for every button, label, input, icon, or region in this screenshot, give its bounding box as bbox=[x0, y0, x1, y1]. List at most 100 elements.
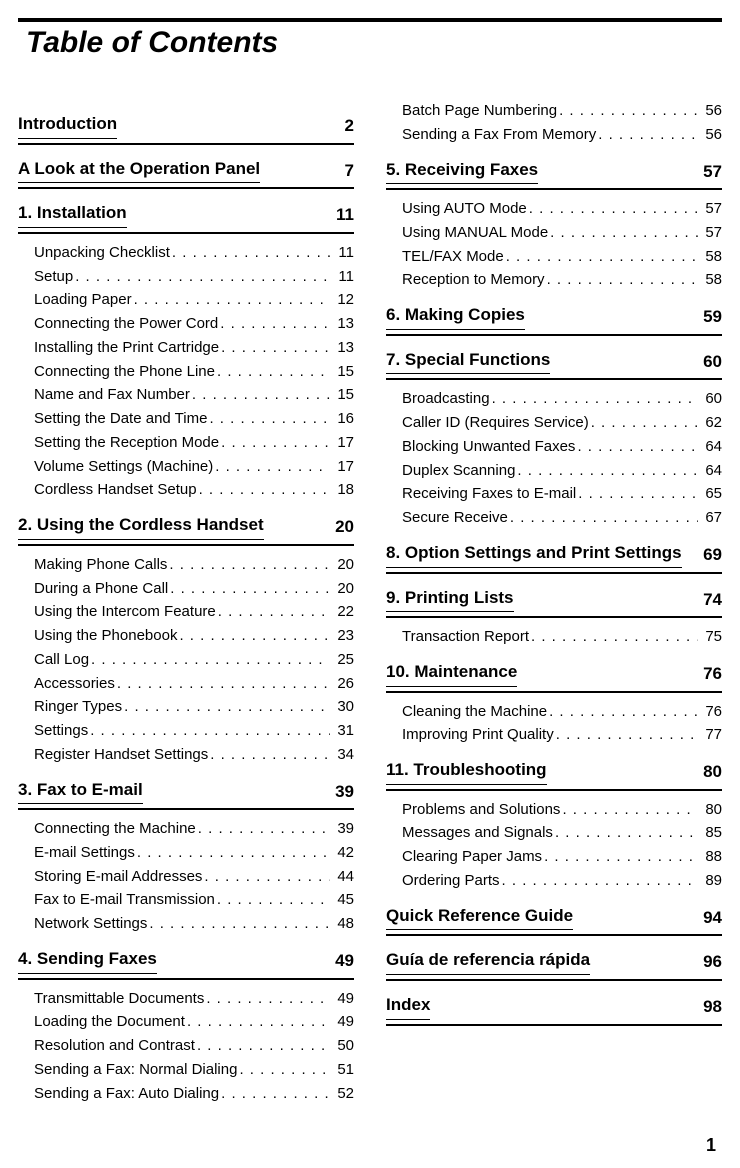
toc-item-label: Fax to E-mail Transmission bbox=[34, 889, 215, 911]
toc-item-page: 58 bbox=[700, 246, 722, 268]
toc-dots: . . . . . . . . . . . . . . . . . . . . … bbox=[547, 269, 698, 291]
section-heading[interactable]: 7. Special Functions60 bbox=[386, 348, 722, 381]
toc-item[interactable]: Loading the Document. . . . . . . . . . … bbox=[34, 1011, 354, 1033]
toc-item[interactable]: Broadcasting. . . . . . . . . . . . . . … bbox=[402, 388, 722, 410]
toc-item[interactable]: Ordering Parts. . . . . . . . . . . . . … bbox=[402, 870, 722, 892]
section-heading[interactable]: 5. Receiving Faxes57 bbox=[386, 158, 722, 191]
toc-item[interactable]: During a Phone Call. . . . . . . . . . .… bbox=[34, 578, 354, 600]
toc-item[interactable]: Messages and Signals. . . . . . . . . . … bbox=[402, 822, 722, 844]
section-heading[interactable]: 11. Troubleshooting80 bbox=[386, 758, 722, 791]
section-heading[interactable]: 9. Printing Lists74 bbox=[386, 586, 722, 619]
toc-item[interactable]: Connecting the Power Cord. . . . . . . .… bbox=[34, 313, 354, 335]
section-heading[interactable]: A Look at the Operation Panel7 bbox=[18, 157, 354, 190]
toc-item[interactable]: Setting the Date and Time. . . . . . . .… bbox=[34, 408, 354, 430]
section-heading[interactable]: Guía de referencia rápida96 bbox=[386, 948, 722, 981]
toc-item[interactable]: Accessories. . . . . . . . . . . . . . .… bbox=[34, 673, 354, 695]
toc-item[interactable]: Storing E-mail Addresses. . . . . . . . … bbox=[34, 866, 354, 888]
toc-item-label: Ordering Parts bbox=[402, 870, 500, 892]
toc-item[interactable]: Transmittable Documents. . . . . . . . .… bbox=[34, 988, 354, 1010]
section-heading[interactable]: Introduction2 bbox=[18, 112, 354, 145]
toc-item[interactable]: Improving Print Quality. . . . . . . . .… bbox=[402, 724, 722, 746]
toc-item[interactable]: Sending a Fax: Auto Dialing. . . . . . .… bbox=[34, 1083, 354, 1105]
toc-item[interactable]: TEL/FAX Mode. . . . . . . . . . . . . . … bbox=[402, 246, 722, 268]
toc-item-label: Broadcasting bbox=[402, 388, 490, 410]
toc-item[interactable]: Using the Intercom Feature. . . . . . . … bbox=[34, 601, 354, 623]
toc-item[interactable]: Reception to Memory. . . . . . . . . . .… bbox=[402, 269, 722, 291]
toc-item-page: 56 bbox=[700, 124, 722, 146]
toc-item[interactable]: Sending a Fax From Memory. . . . . . . .… bbox=[402, 124, 722, 146]
toc-item[interactable]: Unpacking Checklist. . . . . . . . . . .… bbox=[34, 242, 354, 264]
toc-item[interactable]: Secure Receive. . . . . . . . . . . . . … bbox=[402, 507, 722, 529]
toc-item[interactable]: Installing the Print Cartridge. . . . . … bbox=[34, 337, 354, 359]
section-page: 20 bbox=[335, 515, 354, 540]
toc-item-page: 64 bbox=[700, 460, 722, 482]
toc-dots: . . . . . . . . . . . . . . . . . . . . … bbox=[117, 673, 330, 695]
toc-item-label: Sending a Fax From Memory bbox=[402, 124, 596, 146]
section-heading[interactable]: 3. Fax to E-mail39 bbox=[18, 778, 354, 811]
toc-item[interactable]: Problems and Solutions. . . . . . . . . … bbox=[402, 799, 722, 821]
toc-item-label: Receiving Faxes to E-mail bbox=[402, 483, 576, 505]
section-heading[interactable]: Quick Reference Guide94 bbox=[386, 904, 722, 937]
toc-item-page: 15 bbox=[332, 384, 354, 406]
toc-item[interactable]: Connecting the Machine. . . . . . . . . … bbox=[34, 818, 354, 840]
toc-item[interactable]: Register Handset Settings. . . . . . . .… bbox=[34, 744, 354, 766]
toc-item[interactable]: Transaction Report. . . . . . . . . . . … bbox=[402, 626, 722, 648]
toc-item[interactable]: Cleaning the Machine. . . . . . . . . . … bbox=[402, 701, 722, 723]
toc-item[interactable]: Using the Phonebook. . . . . . . . . . .… bbox=[34, 625, 354, 647]
toc-item[interactable]: Using AUTO Mode. . . . . . . . . . . . .… bbox=[402, 198, 722, 220]
toc-item[interactable]: Connecting the Phone Line. . . . . . . .… bbox=[34, 361, 354, 383]
toc-item-page: 44 bbox=[332, 866, 354, 888]
toc-item-label: Cleaning the Machine bbox=[402, 701, 547, 723]
toc-section-head: Quick Reference Guide94 bbox=[386, 904, 722, 937]
toc-item-label: Clearing Paper Jams bbox=[402, 846, 542, 868]
toc-item[interactable]: Clearing Paper Jams. . . . . . . . . . .… bbox=[402, 846, 722, 868]
toc-item[interactable]: Setting the Reception Mode. . . . . . . … bbox=[34, 432, 354, 454]
toc-item[interactable]: Blocking Unwanted Faxes. . . . . . . . .… bbox=[402, 436, 722, 458]
toc-item[interactable]: Call Log. . . . . . . . . . . . . . . . … bbox=[34, 649, 354, 671]
toc-dots: . . . . . . . . . . . . . . . . . . . . … bbox=[562, 799, 698, 821]
toc-item[interactable]: Batch Page Numbering. . . . . . . . . . … bbox=[402, 100, 722, 122]
toc-item-label: Using AUTO Mode bbox=[402, 198, 527, 220]
toc-item[interactable]: Name and Fax Number. . . . . . . . . . .… bbox=[34, 384, 354, 406]
section-heading[interactable]: 8. Option Settings and Print Settings69 bbox=[386, 541, 722, 574]
toc-section-head: 3. Fax to E-mail39 bbox=[18, 778, 354, 811]
toc-dots: . . . . . . . . . . . . . . . . . . . . … bbox=[75, 266, 330, 288]
toc-item[interactable]: Cordless Handset Setup. . . . . . . . . … bbox=[34, 479, 354, 501]
toc-item-page: 42 bbox=[332, 842, 354, 864]
section-heading[interactable]: 1. Installation11 bbox=[18, 201, 354, 234]
toc-item[interactable]: Network Settings. . . . . . . . . . . . … bbox=[34, 913, 354, 935]
toc-item[interactable]: Setup. . . . . . . . . . . . . . . . . .… bbox=[34, 266, 354, 288]
toc-item[interactable]: Resolution and Contrast. . . . . . . . .… bbox=[34, 1035, 354, 1057]
toc-item-page: 60 bbox=[700, 388, 722, 410]
toc-item[interactable]: Using MANUAL Mode. . . . . . . . . . . .… bbox=[402, 222, 722, 244]
toc-section-head: 7. Special Functions60 bbox=[386, 348, 722, 381]
toc-item[interactable]: Ringer Types. . . . . . . . . . . . . . … bbox=[34, 696, 354, 718]
toc-item-page: 22 bbox=[332, 601, 354, 623]
section-heading[interactable]: 4. Sending Faxes49 bbox=[18, 947, 354, 980]
toc-dots: . . . . . . . . . . . . . . . . . . . . … bbox=[172, 242, 330, 264]
section-heading[interactable]: 10. Maintenance76 bbox=[386, 660, 722, 693]
toc-item-page: 89 bbox=[700, 870, 722, 892]
toc-item-label: Settings bbox=[34, 720, 88, 742]
toc-item[interactable]: Loading Paper. . . . . . . . . . . . . .… bbox=[34, 289, 354, 311]
section-heading[interactable]: Index98 bbox=[386, 993, 722, 1026]
toc-item[interactable]: Receiving Faxes to E-mail. . . . . . . .… bbox=[402, 483, 722, 505]
section-page: 98 bbox=[703, 995, 722, 1020]
toc-item[interactable]: Sending a Fax: Normal Dialing. . . . . .… bbox=[34, 1059, 354, 1081]
toc-dots: . . . . . . . . . . . . . . . . . . . . … bbox=[218, 601, 330, 623]
toc-item[interactable]: Fax to E-mail Transmission. . . . . . . … bbox=[34, 889, 354, 911]
section-title: 8. Option Settings and Print Settings bbox=[386, 541, 682, 568]
toc-item[interactable]: Caller ID (Requires Service). . . . . . … bbox=[402, 412, 722, 434]
toc-body: Introduction2 A Look at the Operation Pan… bbox=[18, 100, 722, 1128]
toc-item[interactable]: Making Phone Calls. . . . . . . . . . . … bbox=[34, 554, 354, 576]
toc-item[interactable]: E-mail Settings. . . . . . . . . . . . .… bbox=[34, 842, 354, 864]
toc-item[interactable]: Settings. . . . . . . . . . . . . . . . … bbox=[34, 720, 354, 742]
toc-dots: . . . . . . . . . . . . . . . . . . . . … bbox=[204, 866, 330, 888]
section-heading[interactable]: 6. Making Copies59 bbox=[386, 303, 722, 336]
section-heading[interactable]: 2. Using the Cordless Handset20 bbox=[18, 513, 354, 546]
toc-item-label: Volume Settings (Machine) bbox=[34, 456, 213, 478]
toc-item[interactable]: Volume Settings (Machine). . . . . . . .… bbox=[34, 456, 354, 478]
toc-item-label: Duplex Scanning bbox=[402, 460, 515, 482]
toc-item[interactable]: Duplex Scanning. . . . . . . . . . . . .… bbox=[402, 460, 722, 482]
toc-dots: . . . . . . . . . . . . . . . . . . . . … bbox=[124, 696, 330, 718]
